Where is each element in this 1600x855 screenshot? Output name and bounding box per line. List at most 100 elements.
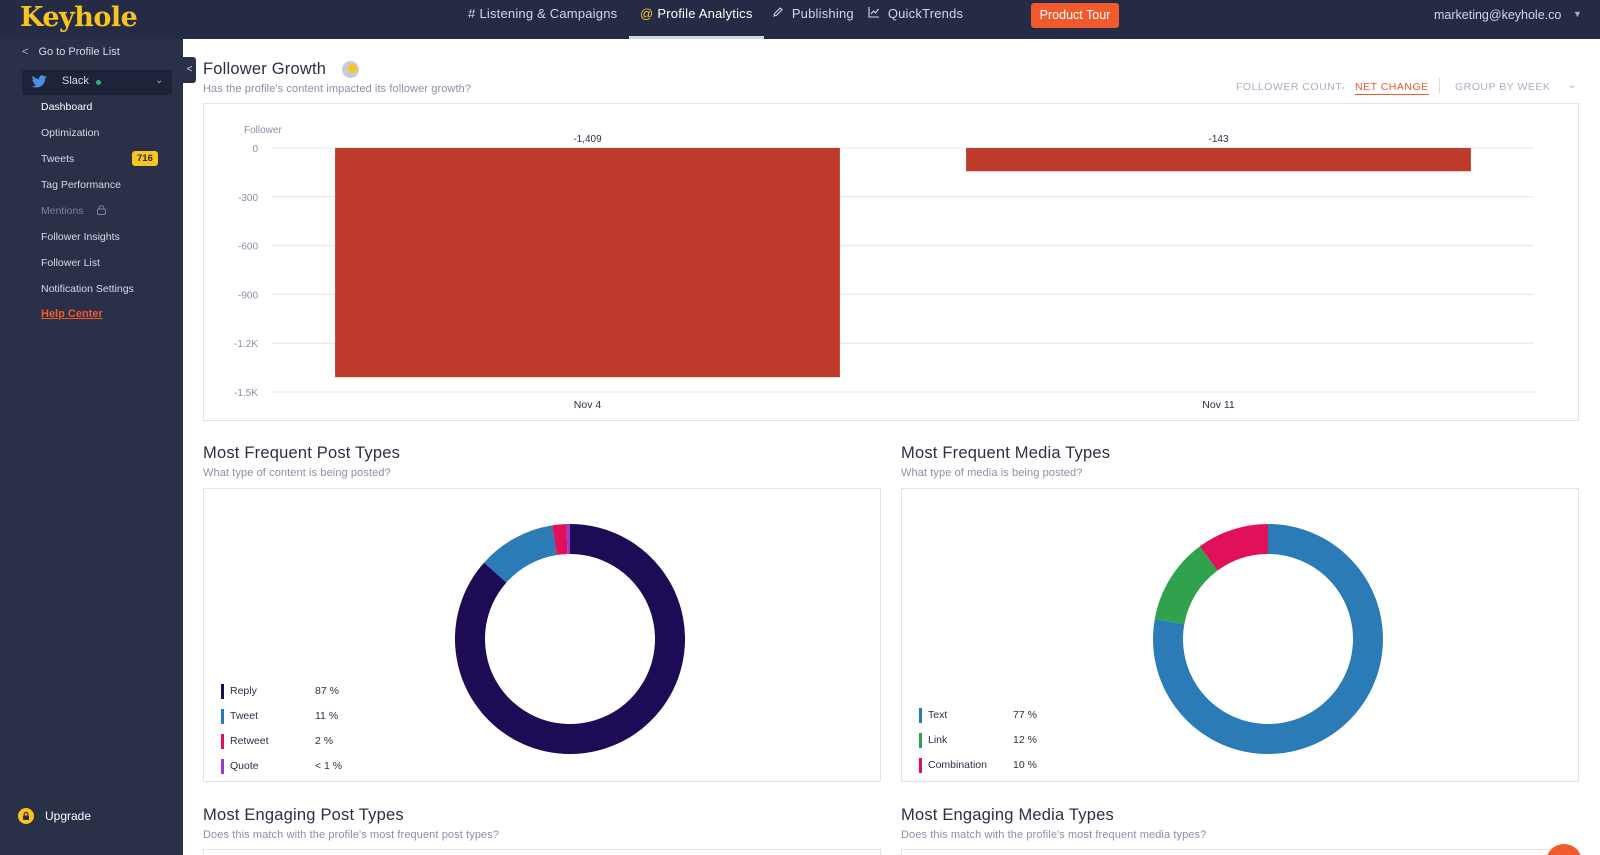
sidebar-item-tag-performance[interactable]: Tag Performance xyxy=(41,179,121,191)
legend-value: 77 % xyxy=(1013,709,1037,721)
sidebar-item-tweets-label: Tweets xyxy=(41,153,75,165)
legend-swatch xyxy=(221,709,224,724)
nav-profile-analytics-label: Profile Analytics xyxy=(657,6,753,21)
top-navigation-bar: Keyhole # Listening & Campaigns @ Profile … xyxy=(0,0,1600,39)
follower-growth-chart-card: Follower 0 -300 -600 -900 -1.2K -1.5K -1,409 Nov… xyxy=(203,103,1579,421)
legend-label: Combination xyxy=(928,759,987,771)
product-tour-button[interactable]: Product Tour xyxy=(1031,3,1119,28)
legend-swatch xyxy=(919,733,922,748)
account-caret-icon[interactable]: ▼ xyxy=(1573,9,1582,19)
sidebar-item-follower-insights[interactable]: Follower Insights xyxy=(41,231,120,243)
group-by-dropdown[interactable]: GROUP BY WEEK xyxy=(1455,81,1551,93)
legend-label: Reply xyxy=(230,685,257,697)
media-types-title: Most Frequent Media Types xyxy=(901,444,1111,462)
y-tick-label: -300 xyxy=(238,193,258,204)
sidebar-item-mentions-label: Mentions xyxy=(41,205,84,217)
back-to-profile-list-link[interactable]: < Go to Profile List xyxy=(22,46,120,58)
legend-value: 87 % xyxy=(315,685,339,697)
legend-swatch xyxy=(919,708,922,723)
sidebar-item-tweets[interactable]: Tweets 716 xyxy=(41,151,158,166)
follower-growth-chart: Follower 0 -300 -600 -900 -1.2K -1.5K -1,409 Nov… xyxy=(234,125,1534,411)
upgrade-button[interactable]: Upgrade xyxy=(18,808,91,824)
toggle-net-change[interactable]: NET CHANGE xyxy=(1355,81,1429,95)
post-types-title: Most Frequent Post Types xyxy=(203,444,401,462)
nav-listening-label: Listening & Campaigns xyxy=(479,6,618,21)
legend-label: Tweet xyxy=(230,710,259,722)
media-types-chart-card: Text 77 % Link 12 % Combination 10 % xyxy=(901,488,1579,782)
legend-value: < 1 % xyxy=(315,760,343,772)
donut-slice-combination[interactable] xyxy=(1199,524,1269,571)
profile-selector[interactable]: Slack ⌄ xyxy=(22,70,172,95)
legend-label: Link xyxy=(928,734,948,746)
donut-slice-link[interactable] xyxy=(1154,546,1218,625)
media-types-donut-chart xyxy=(1153,524,1383,754)
engaging-post-types-card xyxy=(203,849,881,855)
y-tick-label: -900 xyxy=(238,290,258,301)
y-tick-label: 0 xyxy=(252,144,258,155)
legend-label: Text xyxy=(928,709,948,721)
chevron-down-icon: ⌄ xyxy=(155,75,164,86)
bar-data-label: -143 xyxy=(1208,134,1228,145)
legend-value: 11 % xyxy=(315,710,339,722)
twitter-icon xyxy=(31,75,47,93)
nav-quicktrends-label: QuickTrends xyxy=(887,6,964,21)
toggle-follower-count[interactable]: FOLLOWER COUNT xyxy=(1236,81,1343,93)
sidebar: < Go to Profile List Slack ⌄ Dashboard Op… xyxy=(0,39,183,855)
collapse-sidebar-toggle[interactable]: < xyxy=(183,57,196,83)
follower-growth-subtitle: Has the profile's content impacted its f… xyxy=(203,83,472,95)
engaging-media-types-subtitle: Does this match with the profile's most … xyxy=(901,829,1207,841)
y-tick-label: -1.2K xyxy=(234,339,258,350)
post-types-donut-chart xyxy=(455,524,685,754)
legend-label: Quote xyxy=(230,760,259,772)
profile-name: Slack xyxy=(62,75,89,87)
sidebar-item-follower-list[interactable]: Follower List xyxy=(41,257,100,269)
toggle-divider xyxy=(1439,78,1440,93)
legend-label: Retweet xyxy=(230,735,269,747)
nav-profile-analytics[interactable]: @ Profile Analytics xyxy=(629,0,764,39)
account-email[interactable]: marketing@keyhole.co xyxy=(1434,8,1562,22)
engaging-media-types-card xyxy=(901,849,1579,855)
hashtag-icon: # xyxy=(468,6,476,21)
y-tick-label: -600 xyxy=(238,242,258,253)
nav-listening-campaigns[interactable]: # Listening & Campaigns xyxy=(468,0,617,39)
legend-value: 10 % xyxy=(1013,759,1037,771)
follower-growth-title: Follower Growth xyxy=(203,60,327,78)
bar-nov-4[interactable] xyxy=(335,148,840,378)
nav-publishing[interactable]: Publishing xyxy=(772,0,854,39)
nav-quicktrends[interactable]: QuickTrends xyxy=(868,0,963,39)
keyhole-logo[interactable]: Keyhole xyxy=(20,2,138,33)
legend-swatch xyxy=(919,758,922,773)
donut-slice-reply[interactable] xyxy=(455,524,685,754)
media-types-subtitle: What type of media is being posted? xyxy=(901,467,1083,479)
chevron-down-icon[interactable]: ⌄ xyxy=(1568,80,1577,91)
pencil-icon xyxy=(772,6,788,21)
donut-slice-tweet[interactable] xyxy=(484,525,558,583)
upgrade-label: Upgrade xyxy=(45,809,92,823)
donut-slice-retweet[interactable] xyxy=(552,524,568,556)
back-link-label: Go to Profile List xyxy=(38,46,120,58)
lock-icon xyxy=(96,205,106,218)
post-types-chart-card: Reply 87 % Tweet 11 % Retweet 2 % Quote < 1 % xyxy=(203,488,881,782)
nav-publishing-label: Publishing xyxy=(791,6,854,21)
x-tick-label: Nov 4 xyxy=(574,399,602,411)
legend-value: 12 % xyxy=(1013,734,1037,746)
sidebar-item-optimization[interactable]: Optimization xyxy=(41,127,100,139)
chat-support-button[interactable] xyxy=(1546,844,1582,855)
sidebar-item-dashboard[interactable]: Dashboard xyxy=(41,101,93,113)
trend-chart-icon xyxy=(868,6,884,21)
toggle-net-change-label: NET CHANGE xyxy=(1355,81,1429,95)
sidebar-item-mentions[interactable]: Mentions xyxy=(41,205,106,218)
x-tick-label: Nov 11 xyxy=(1202,399,1235,411)
tweets-count-badge: 716 xyxy=(132,151,158,166)
help-center-link[interactable]: Help Center xyxy=(41,308,103,320)
sidebar-item-notification-settings[interactable]: Notification Settings xyxy=(41,283,134,295)
y-tick-label: -1.5K xyxy=(234,388,258,399)
y-axis-label: Follower xyxy=(244,125,282,136)
bar-nov-11[interactable] xyxy=(966,148,1471,172)
donut-slice-text[interactable] xyxy=(1153,524,1383,754)
legend-swatch xyxy=(221,734,224,749)
info-icon[interactable] xyxy=(342,61,359,78)
engaging-media-types-title: Most Engaging Media Types xyxy=(901,806,1114,824)
legend-swatch xyxy=(221,684,224,699)
post-types-subtitle: What type of content is being posted? xyxy=(203,467,391,479)
